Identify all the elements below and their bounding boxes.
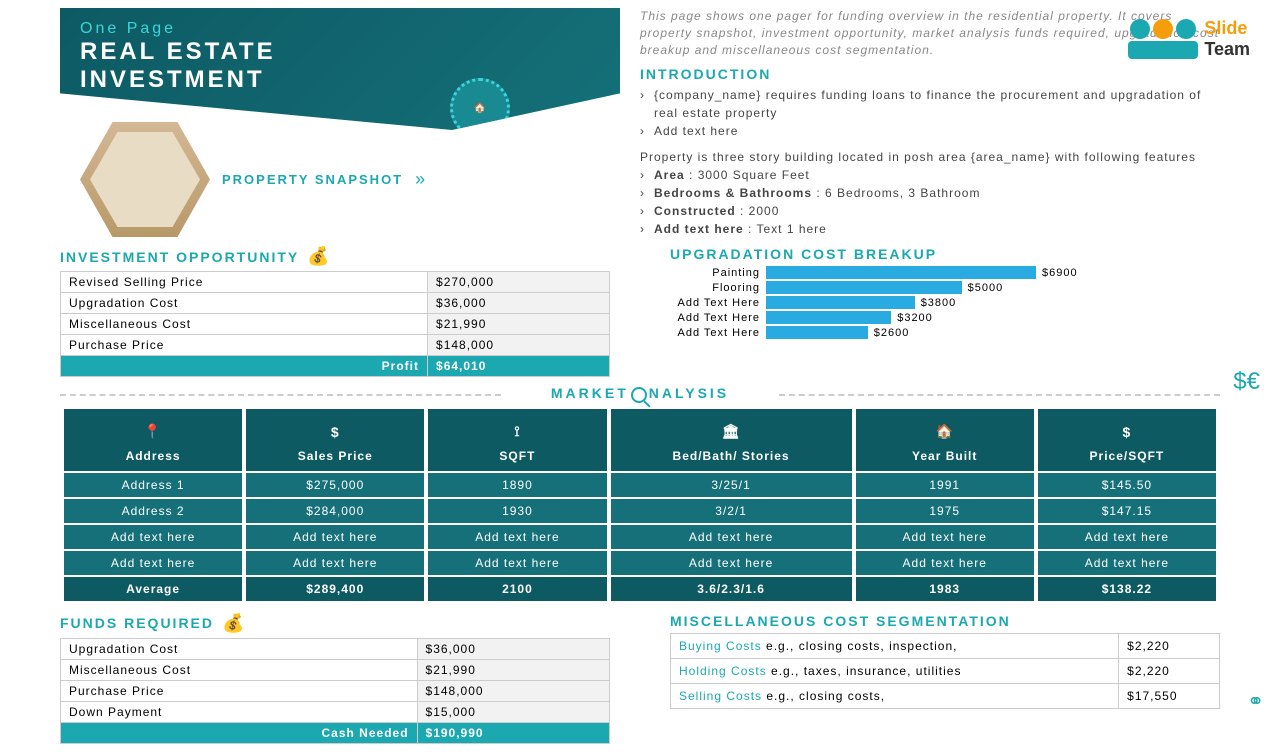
property-snapshot-label: PROPERTY SNAPSHOT xyxy=(222,172,403,187)
upgradation-section: UPGRADATION COST BREAKUP Painting$6900Fl… xyxy=(670,246,1220,377)
title-line2b: INVESTMENT xyxy=(80,66,600,94)
misc-title: MISCELLANEOUS COST SEGMENTATION xyxy=(670,613,1011,629)
introduction-bullets: {company_name} requires funding loans to… xyxy=(640,86,1220,140)
magnifier-icon xyxy=(631,387,647,403)
hierarchy-icon: ⚭ xyxy=(1247,689,1264,714)
investment-opportunity-section: INVESTMENT OPPORTUNITY 💰 Revised Selling … xyxy=(60,246,610,377)
title-line1: One Page xyxy=(80,20,600,38)
investment-title: INVESTMENT OPPORTUNITY xyxy=(60,249,299,265)
header-right: SlideTeam This page shows one pager for … xyxy=(640,8,1220,238)
upgradation-bar-chart: Painting$6900Flooring$5000Add Text Here$… xyxy=(670,266,1220,339)
funds-required-section: FUNDS REQUIRED 💰 Upgradation Cost$36,000M… xyxy=(60,613,610,744)
dollar-icon: $€ xyxy=(1233,368,1260,396)
introduction-title: INTRODUCTION xyxy=(640,66,1220,82)
header-left: One Page REAL ESTATE INVESTMENT Teaser 🏠… xyxy=(60,8,620,238)
market-analysis-title: MARKETNALYSIS xyxy=(60,385,1220,402)
investment-table: Revised Selling Price$270,000Upgradation… xyxy=(60,271,610,377)
snapshot-details: Property is three story building located… xyxy=(640,148,1220,238)
funds-title: FUNDS REQUIRED xyxy=(60,615,214,631)
slideteam-watermark: SlideTeam xyxy=(1128,18,1250,60)
money-icon: 💰 xyxy=(307,246,331,267)
title-line2a: REAL ESTATE xyxy=(80,38,600,66)
title-line3: Teaser xyxy=(80,96,600,112)
money-bag-icon: 💰 xyxy=(222,613,246,634)
misc-cost-section: MISCELLANEOUS COST SEGMENTATION Buying C… xyxy=(670,613,1220,744)
upgradation-title: UPGRADATION COST BREAKUP xyxy=(670,246,937,262)
market-analysis-table: 📍Address$Sales Price⟟SQFT🏛Bed/Bath/ Stor… xyxy=(60,407,1220,603)
chevron-right-icon: » xyxy=(415,169,425,190)
property-photo-hexagon xyxy=(80,122,210,237)
misc-cost-table: Buying Costs e.g., closing costs, inspec… xyxy=(670,633,1220,709)
title-banner: One Page REAL ESTATE INVESTMENT Teaser 🏠 xyxy=(60,8,620,130)
funds-table: Upgradation Cost$36,000Miscellaneous Cos… xyxy=(60,638,610,744)
